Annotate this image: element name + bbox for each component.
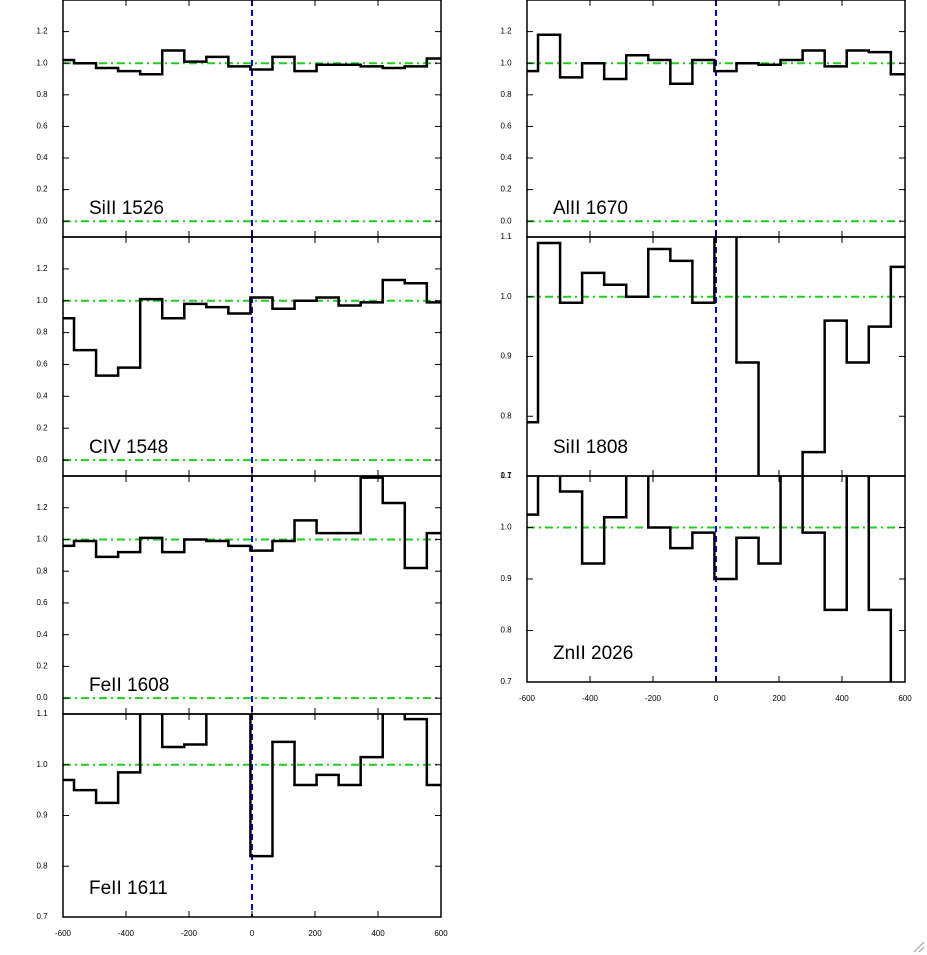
y-tick-label: 0.4 xyxy=(36,630,48,639)
y-tick-label: 1.0 xyxy=(36,296,48,305)
y-tick-label: 0.8 xyxy=(36,328,48,337)
y-tick-label: 1.1 xyxy=(500,232,512,241)
x-tick-label: 0 xyxy=(250,929,255,938)
y-tick-label: 1.0 xyxy=(500,292,512,301)
panel-label: CIV 1548 xyxy=(89,437,168,458)
y-tick-label: 0.2 xyxy=(36,423,48,432)
y-tick-label: 1.2 xyxy=(500,27,512,36)
y-tick-label: 0.6 xyxy=(36,122,48,131)
x-tick-label: -400 xyxy=(118,929,135,938)
y-tick-label: 0.8 xyxy=(500,90,512,99)
y-tick-label: 0.4 xyxy=(500,153,512,162)
panel-label: FeII 1611 xyxy=(89,878,168,899)
x-tick-label: -600 xyxy=(519,694,536,703)
x-tick-label: -200 xyxy=(181,929,198,938)
panel-label: AlII 1670 xyxy=(553,198,628,219)
y-tick-label: 1.2 xyxy=(36,503,48,512)
y-tick-label: 0.6 xyxy=(36,360,48,369)
y-tick-label: 0.8 xyxy=(500,411,512,420)
y-tick-label: 0.0 xyxy=(36,216,48,225)
y-tick-label: 1.1 xyxy=(500,471,512,480)
y-tick-label: 0.2 xyxy=(36,662,48,671)
y-tick-label: 0.4 xyxy=(36,153,48,162)
x-tick-label: 400 xyxy=(835,694,849,703)
y-tick-label: 0.7 xyxy=(500,471,512,480)
x-tick-label: -400 xyxy=(582,694,599,703)
x-tick-label: -600 xyxy=(55,929,72,938)
y-tick-label: 0.4 xyxy=(36,391,48,400)
y-tick-label: 0.8 xyxy=(36,861,48,870)
y-tick-label: 0.7 xyxy=(36,912,48,921)
panel xyxy=(63,476,441,714)
y-tick-label: 0.2 xyxy=(36,185,48,194)
y-tick-label: 0.8 xyxy=(36,90,48,99)
y-tick-label: 1.1 xyxy=(36,709,48,718)
y-tick-label: 1.2 xyxy=(36,27,48,36)
resize-grip xyxy=(913,941,925,953)
x-tick-label: 0 xyxy=(714,694,719,703)
y-tick-label: 0.9 xyxy=(500,574,512,583)
y-tick-label: 0.8 xyxy=(500,626,512,635)
x-tick-label: 600 xyxy=(898,694,912,703)
y-tick-label: 1.0 xyxy=(36,535,48,544)
y-tick-label: 0.9 xyxy=(36,811,48,820)
panel xyxy=(63,237,441,476)
y-tick-label: 0.0 xyxy=(36,693,48,702)
panel xyxy=(527,237,905,476)
y-tick-label: 0.2 xyxy=(500,185,512,194)
y-tick-label: 0.6 xyxy=(36,598,48,607)
panel-label: FeII 1608 xyxy=(89,675,169,696)
y-tick-label: 1.0 xyxy=(500,523,512,532)
y-tick-label: 1.0 xyxy=(500,58,512,67)
y-tick-label: 1.0 xyxy=(36,760,48,769)
x-tick-label: -200 xyxy=(645,694,662,703)
panel xyxy=(527,476,905,682)
x-tick-label: 200 xyxy=(772,694,786,703)
y-tick-label: 0.7 xyxy=(500,677,512,686)
y-tick-label: 1.0 xyxy=(36,58,48,67)
panel-label: ZnII 2026 xyxy=(553,643,633,664)
y-tick-label: 0.8 xyxy=(36,566,48,575)
x-tick-label: 600 xyxy=(434,929,448,938)
y-tick-label: 0.6 xyxy=(500,122,512,131)
y-tick-label: 0.0 xyxy=(500,216,512,225)
x-tick-label: 400 xyxy=(371,929,385,938)
y-tick-label: 0.0 xyxy=(36,455,48,464)
panel xyxy=(63,714,441,917)
panel-label: SiII 1808 xyxy=(553,437,628,458)
y-tick-label: 1.2 xyxy=(36,264,48,273)
panel-label: SiII 1526 xyxy=(89,198,164,219)
y-tick-label: 0.9 xyxy=(500,352,512,361)
panel xyxy=(527,0,905,237)
panel xyxy=(63,0,441,237)
x-tick-label: 200 xyxy=(308,929,322,938)
